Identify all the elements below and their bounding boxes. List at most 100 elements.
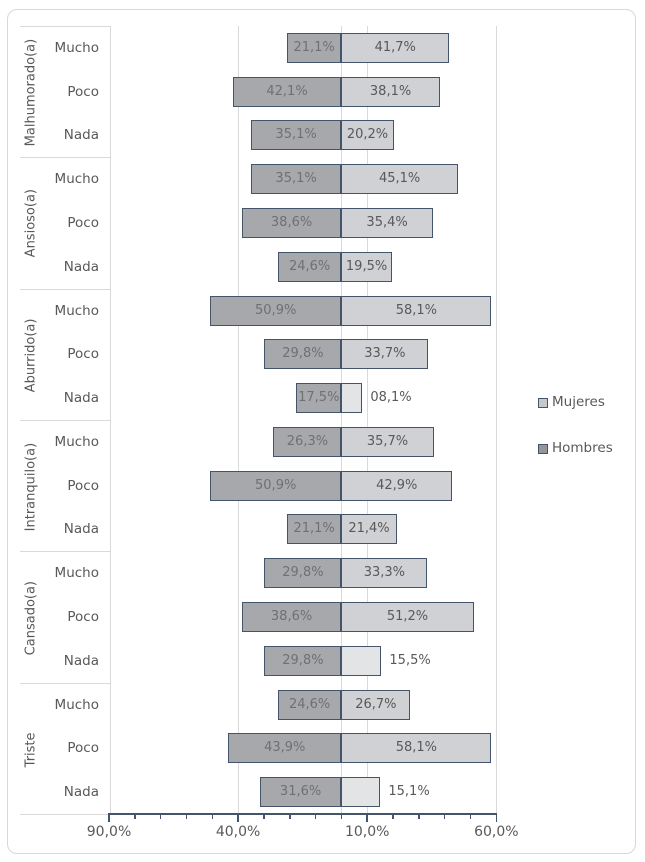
axis-minor-tick [340, 815, 343, 819]
bar-label-hombres: 29,8% [282, 346, 324, 362]
bar-mujeres [341, 689, 411, 720]
bar-hombres [264, 558, 342, 589]
axis-minor-tick [211, 815, 214, 819]
row-label: Nada [63, 784, 99, 801]
legend-item-mujeres: Mujeres [538, 395, 613, 409]
row-label: Mucho [54, 39, 99, 56]
row-label: Nada [63, 521, 99, 538]
bar-label-mujeres: 20,2% [346, 127, 389, 143]
bar-label-mujeres: 51,2% [386, 609, 429, 624]
row-label: Nada [63, 127, 99, 144]
bar-mujeres [341, 251, 392, 282]
bar-label-mujeres: 26,7% [355, 696, 397, 712]
group-cell: Malhumorado(a) Mucho Poco Nada [20, 26, 110, 157]
bar-label-mujeres: 21,4% [348, 521, 390, 537]
axis-tick-label: 10,0% [344, 824, 390, 840]
bar-hombres [209, 295, 342, 326]
bar-label-mujeres: 45,1% [378, 171, 421, 187]
bar-mujeres [341, 602, 474, 632]
axis-minor-tick [134, 815, 136, 819]
bar-hombres [286, 32, 342, 63]
bar-mujeres [341, 164, 458, 195]
row-label: Poco [67, 477, 99, 494]
bar-mujeres [341, 32, 450, 63]
bar-hombres [277, 689, 342, 720]
bar-label-hombres: 50,9% [255, 302, 297, 318]
bar-hombres [286, 514, 342, 545]
row-label: Nada [63, 390, 99, 407]
axis-minor-tick [392, 815, 394, 819]
row-label: Poco [67, 740, 99, 757]
group-cell: Cansado(a) Mucho Poco Nada [20, 551, 110, 682]
bar-label-mujeres: 19,5% [345, 258, 388, 274]
bar-label-hombres: 26,3% [286, 433, 329, 449]
row-label: Nada [63, 652, 99, 669]
category-panel-bottom-line [20, 814, 110, 815]
bar-hombres [273, 426, 342, 457]
bar-label-mujeres: 33,7% [364, 346, 406, 362]
gridline [496, 26, 498, 814]
bar-label-hombres: 21,1% [293, 521, 335, 537]
bar-label-mujeres: 33,3% [363, 565, 406, 581]
axis-tick-label: 40,0% [215, 824, 261, 840]
bar-mujeres [341, 295, 492, 326]
bar-label-mujeres: 58,1% [395, 740, 438, 756]
axis-minor-tick [418, 815, 420, 819]
row-label: Mucho [54, 696, 99, 713]
gridline [238, 26, 240, 814]
legend-item-hombres: Hombres [538, 441, 613, 455]
row-label: Mucho [54, 171, 99, 188]
bar-mujeres [341, 208, 433, 238]
axis-major-tick [495, 815, 498, 822]
axis-major-tick [237, 815, 239, 822]
axis-minor-tick [263, 815, 265, 819]
gridline [341, 26, 343, 814]
axis-minor-tick [289, 815, 291, 819]
axis-minor-tick [469, 815, 472, 819]
row-label: Mucho [54, 565, 99, 582]
bar-label-mujeres: 58,1% [395, 302, 438, 318]
row-label: Poco [67, 83, 99, 100]
bar-hombres [241, 208, 342, 238]
bar-label-hombres: 21,1% [293, 39, 335, 55]
bar-mujeres [341, 558, 428, 589]
bar-label-hombres: 35,1% [275, 171, 317, 187]
row-label: Mucho [54, 302, 99, 319]
bar-label-mujeres: 35,7% [366, 433, 409, 449]
bar-mujeres [341, 514, 397, 545]
legend-swatch-mujeres-icon [538, 397, 548, 408]
gridline [367, 26, 369, 814]
bar-hombres [264, 339, 342, 370]
bar-label-mujeres: 08,1% [370, 390, 412, 406]
bar-label-mujeres: 42,9% [376, 477, 418, 493]
bar-label-hombres: 43,9% [264, 740, 306, 756]
row-label: Mucho [54, 433, 99, 450]
legend: Mujeres Hombres [538, 395, 613, 455]
bar-label-hombres: 38,6% [270, 609, 313, 624]
group-cell: Ansioso(a) Mucho Poco Nada [20, 157, 110, 288]
bar-label-mujeres: 15,1% [388, 784, 430, 800]
bar-label-hombres: 38,6% [270, 215, 313, 230]
bar-hombres [250, 120, 342, 151]
bar-hombres [228, 733, 342, 764]
bar-label-mujeres: 41,7% [374, 39, 416, 55]
bar-label-hombres: 17,5% [298, 390, 340, 406]
bar-mujeres [341, 339, 429, 370]
bar-hombres [241, 602, 342, 632]
bar-label-hombres: 24,6% [288, 696, 331, 712]
axis-tick-label: 60,0% [474, 824, 519, 840]
bar-mujeres [341, 120, 394, 151]
bar-mujeres [341, 76, 440, 107]
group-cell: Intranquilo(a) Mucho Poco Nada [20, 420, 110, 551]
legend-swatch-hombres-icon [538, 443, 548, 454]
bar-mujeres [341, 777, 381, 808]
bar-label-hombres: 29,8% [282, 652, 324, 668]
bar-mujeres [341, 470, 453, 501]
bar-label-hombres: 24,6% [288, 258, 331, 274]
bar-label-hombres: 42,1% [266, 83, 308, 99]
row-label: Nada [63, 258, 99, 275]
bar-label-mujeres: 35,4% [366, 215, 408, 230]
bar-mujeres [341, 383, 363, 414]
bar-label-hombres: 50,9% [255, 477, 297, 493]
bar-label-hombres: 35,1% [275, 127, 317, 143]
